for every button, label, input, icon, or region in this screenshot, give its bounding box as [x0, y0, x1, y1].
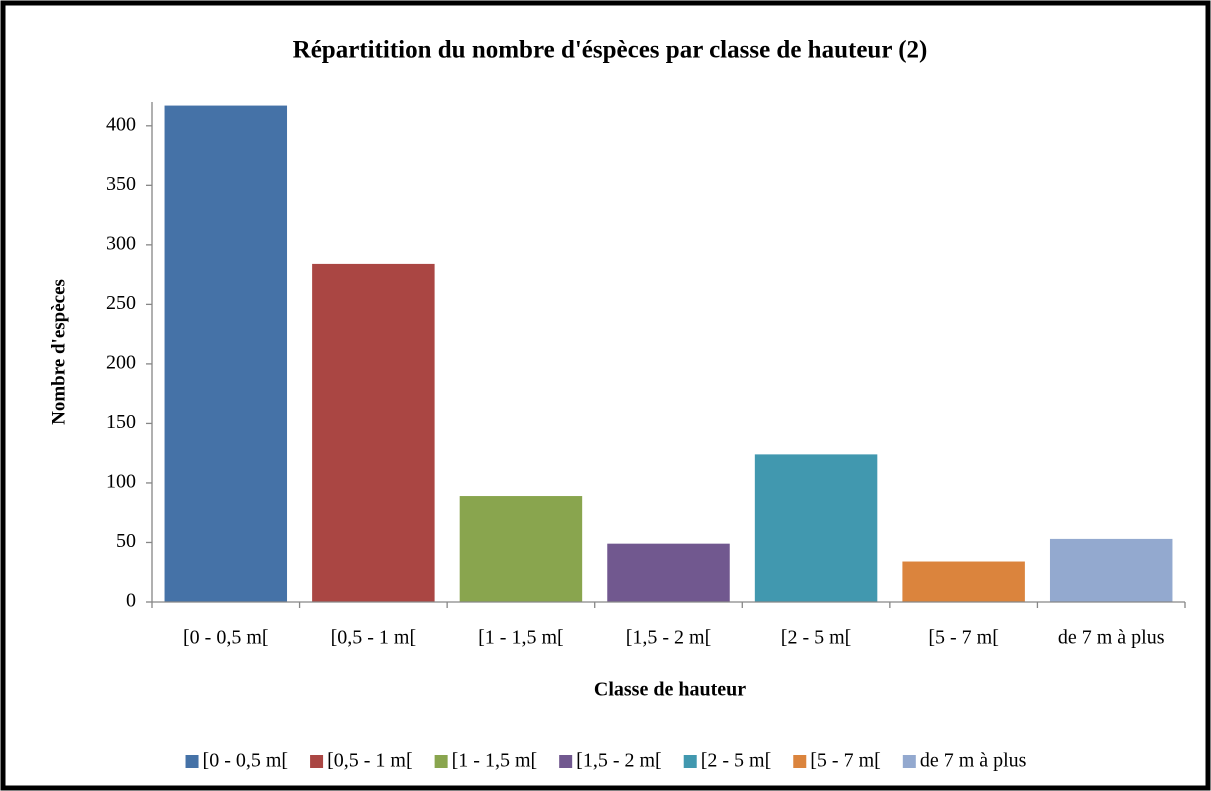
x-tick-label: [2 - 5 m[: [781, 627, 852, 649]
legend-label: de 7 m à plus: [920, 750, 1027, 772]
legend-swatch: [902, 755, 916, 768]
y-tick-label: 300: [106, 232, 136, 254]
x-tick-label: [1,5 - 2 m[: [626, 627, 712, 649]
bar: [1049, 538, 1173, 602]
bar: [754, 454, 878, 602]
y-tick-label: 350: [106, 173, 136, 195]
legend-swatch: [434, 755, 448, 768]
x-tick-label: [1 - 1,5 m[: [478, 627, 564, 649]
y-tick-label: 100: [106, 471, 136, 493]
chart-title: Répartitition du nombre d'éspèces par cl…: [293, 37, 928, 64]
x-axis-label: Classe de hauteur: [594, 679, 746, 701]
y-tick-label: 400: [106, 113, 136, 135]
x-tick-label: [5 - 7 m[: [928, 627, 999, 649]
legend-swatch: [559, 755, 573, 768]
y-tick-label: 50: [116, 530, 136, 552]
bar: [902, 561, 1025, 602]
bar: [312, 263, 435, 602]
legend-label: [5 - 7 m[: [810, 750, 881, 772]
x-tick-label: de 7 m à plus: [1058, 627, 1165, 649]
legend-swatch: [310, 755, 324, 768]
legend-label: [0 - 0,5 m[: [203, 750, 289, 772]
bar: [164, 105, 288, 603]
y-tick-label: 0: [126, 590, 136, 612]
legend-label: [0,5 - 1 m[: [327, 750, 413, 772]
x-tick-label: [0 - 0,5 m[: [183, 627, 269, 649]
x-tick-label: [0,5 - 1 m[: [331, 627, 417, 649]
y-tick-label: 200: [106, 351, 136, 373]
y-tick-label: 250: [106, 292, 136, 314]
y-tick-label: 150: [106, 411, 136, 433]
legend-label: [1,5 - 2 m[: [576, 750, 662, 772]
bar: [607, 543, 730, 602]
legend-swatch: [185, 755, 199, 768]
legend-swatch: [683, 755, 697, 768]
legend-swatch: [793, 755, 807, 768]
bar: [459, 496, 583, 602]
legend-label: [1 - 1,5 m[: [452, 750, 538, 772]
y-axis-label: Nombre d'espèces: [48, 279, 69, 425]
legend-label: [2 - 5 m[: [701, 750, 772, 772]
